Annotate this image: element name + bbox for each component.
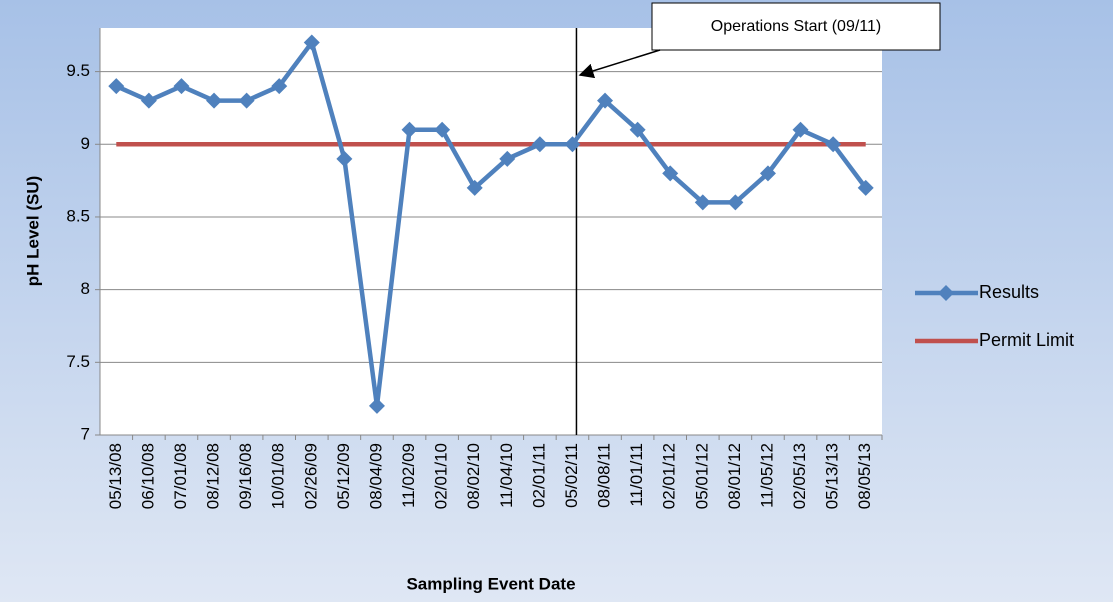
marker — [271, 78, 288, 95]
x-tick-label: 07/01/08 — [171, 443, 190, 509]
x-tick-label: 08/08/11 — [595, 443, 614, 508]
marker — [499, 150, 516, 167]
y-axis-label: pH Level (SU) — [23, 176, 42, 287]
y-tick-label: 9 — [81, 134, 90, 153]
x-tick-label: 02/05/13 — [790, 443, 809, 509]
marker — [857, 179, 874, 196]
x-tick-label: 08/04/09 — [366, 443, 385, 509]
x-tick-label: 06/10/08 — [138, 443, 157, 509]
marker — [336, 150, 353, 167]
annotation-arrow — [578, 49, 661, 79]
marker — [759, 165, 776, 182]
marker — [140, 92, 157, 109]
x-tick-label: 09/16/08 — [236, 443, 255, 509]
marker — [434, 121, 451, 138]
x-tick-label: 11/01/11 — [627, 443, 646, 507]
y-tick-label: 7.5 — [66, 352, 90, 371]
marker — [173, 78, 190, 95]
marker — [368, 397, 385, 414]
x-tick-label: 02/01/11 — [529, 443, 548, 508]
marker — [694, 194, 711, 211]
marker — [564, 136, 581, 153]
marker — [597, 92, 614, 109]
x-tick-label: 11/02/09 — [399, 443, 418, 508]
x-tick-label: 02/01/12 — [660, 443, 679, 509]
y-tick-label: 9.5 — [66, 61, 90, 80]
marker — [303, 34, 320, 51]
marker — [792, 121, 809, 138]
marker — [238, 92, 255, 109]
x-tick-label: 11/04/10 — [497, 443, 516, 508]
marker — [531, 136, 548, 153]
x-tick-label: 05/13/13 — [823, 443, 842, 509]
x-axis-label: Sampling Event Date — [406, 574, 575, 593]
x-tick-label: 05/12/09 — [334, 443, 353, 509]
x-tick-label: 08/12/08 — [204, 443, 223, 509]
marker — [662, 165, 679, 182]
marker — [206, 92, 223, 109]
x-tick-label: 05/13/08 — [106, 443, 125, 509]
x-tick-label: 08/01/12 — [725, 443, 744, 509]
x-tick-label: 02/01/10 — [432, 443, 451, 509]
marker — [108, 78, 125, 95]
legend-label: Results — [979, 282, 1039, 302]
marker — [825, 136, 842, 153]
marker — [466, 179, 483, 196]
annotation-box — [651, 2, 941, 51]
marker — [727, 194, 744, 211]
x-tick-label: 10/01/08 — [269, 443, 288, 509]
x-tick-label: 05/02/11 — [562, 443, 581, 508]
y-tick-label: 8 — [81, 279, 90, 298]
x-tick-label: 08/05/13 — [855, 443, 874, 509]
x-tick-label: 08/02/10 — [464, 443, 483, 509]
x-tick-label: 02/26/09 — [301, 443, 320, 509]
plot-area — [100, 28, 882, 435]
y-tick-label: 8.5 — [66, 206, 90, 225]
legend-marker — [938, 285, 954, 301]
annotation: Operations Start (09/11) — [711, 18, 881, 35]
x-tick-label: 05/01/12 — [692, 443, 711, 509]
x-tick-label: 11/05/12 — [757, 443, 776, 508]
y-tick-label: 7 — [81, 424, 90, 443]
legend-label: Permit Limit — [979, 330, 1074, 350]
marker — [629, 121, 646, 138]
marker — [401, 121, 418, 138]
